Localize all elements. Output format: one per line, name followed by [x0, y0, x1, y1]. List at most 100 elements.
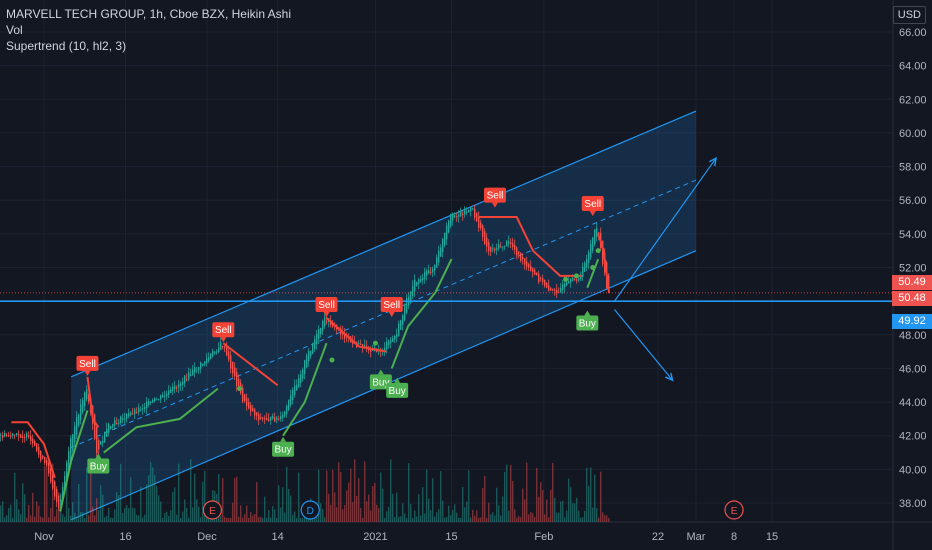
candle-body — [320, 327, 322, 334]
candle-body — [480, 222, 482, 229]
candle-body — [112, 424, 114, 428]
candle-body — [12, 433, 14, 436]
volume-bar — [540, 482, 542, 522]
volume-bar — [128, 508, 130, 522]
channel-fill[interactable] — [71, 111, 696, 520]
volume-indicator-label[interactable]: Vol — [6, 23, 23, 37]
candle-body — [96, 426, 98, 454]
volume-bar — [334, 492, 336, 522]
candle-body — [212, 350, 214, 357]
y-tick-label: 54.00 — [899, 229, 927, 241]
volume-bar — [146, 484, 148, 522]
x-tick-label: Nov — [34, 531, 54, 543]
volume-bar — [412, 517, 414, 522]
event-marker-circle[interactable] — [724, 500, 744, 520]
candle-body — [564, 283, 566, 288]
dividend-event-marker[interactable]: D — [300, 500, 320, 520]
channel-upper-line[interactable] — [70, 110, 697, 378]
projection-arrow[interactable] — [614, 158, 717, 302]
volume-bar — [54, 516, 56, 522]
candle-body — [202, 363, 204, 366]
candle-body — [442, 238, 444, 253]
supertrend-dot — [563, 276, 569, 282]
candle-body — [304, 360, 306, 375]
volume-bar — [236, 476, 238, 522]
candle-body — [22, 436, 24, 438]
volume-bar — [250, 511, 252, 522]
volume-bar — [138, 515, 140, 522]
candle-body — [436, 257, 438, 268]
volume-bar — [84, 517, 86, 522]
candle-body — [452, 213, 454, 221]
candle-body — [402, 315, 404, 326]
volume-bar — [552, 462, 554, 522]
supertrend-indicator-label[interactable]: Supertrend (10, hl2, 3) — [6, 39, 127, 53]
earnings-event-marker[interactable]: E — [724, 500, 744, 520]
candle-body — [598, 232, 600, 235]
candle-body — [128, 413, 130, 417]
volume-bar — [112, 517, 114, 522]
candle-body — [466, 211, 468, 213]
event-marker-circle[interactable] — [300, 500, 320, 520]
volume-bar — [392, 494, 394, 522]
volume-bar — [246, 505, 248, 522]
candle-body — [66, 463, 68, 485]
event-marker-label[interactable]: D — [307, 506, 314, 517]
candle-body — [256, 412, 258, 416]
candle-body — [384, 347, 386, 351]
candle-body — [388, 340, 390, 346]
x-tick-label: 22 — [652, 531, 664, 543]
candle-body — [488, 242, 490, 252]
volume-bar — [108, 507, 110, 522]
volume-bar — [204, 470, 206, 522]
candle-body — [42, 455, 44, 459]
candle-body — [214, 351, 216, 354]
volume-bar — [472, 509, 474, 522]
currency-button[interactable]: USD — [892, 6, 926, 24]
symbol-title[interactable]: MARVELL TECH GROUP, 1h, Cboe BZX, Heikin… — [6, 7, 292, 21]
volume-bar — [436, 512, 438, 522]
volume-bar — [408, 463, 410, 522]
y-tick-label: 46.00 — [899, 363, 927, 375]
earnings-event-marker[interactable]: E — [202, 500, 223, 520]
projection-arrow[interactable] — [614, 309, 673, 381]
volume-bar — [532, 513, 534, 522]
candle-body — [510, 242, 512, 245]
signal-label: Sell — [318, 300, 335, 311]
candle-body — [406, 298, 408, 313]
volume-bar — [554, 497, 556, 522]
event-marker-circle[interactable] — [202, 500, 223, 520]
volume-bar — [524, 499, 526, 522]
candle-body — [182, 381, 184, 385]
candle-body — [176, 387, 178, 389]
volume-bar — [420, 515, 422, 522]
candle-body — [108, 423, 110, 433]
candle-body — [424, 272, 426, 280]
volume-bar — [148, 475, 150, 522]
volume-bar — [406, 517, 408, 522]
volume-bar — [226, 517, 228, 522]
candle-body — [68, 451, 70, 474]
volume-bar — [10, 504, 12, 522]
volume-bar — [516, 517, 518, 522]
event-marker-label[interactable]: E — [209, 506, 216, 517]
supertrend-up-segment — [282, 342, 328, 437]
candle-body — [230, 355, 232, 369]
y-tick-label: 38.00 — [899, 498, 927, 510]
candle-body — [246, 397, 248, 406]
volume-bar — [330, 505, 332, 522]
volume-bar — [362, 517, 364, 522]
candle-body — [100, 441, 102, 445]
volume-bar — [92, 506, 94, 522]
volume-bar — [428, 498, 430, 522]
candle-body — [218, 347, 220, 352]
candle-body — [158, 399, 160, 401]
candle-body — [140, 409, 142, 411]
event-marker-label[interactable]: E — [731, 506, 738, 517]
candle-body — [562, 284, 564, 290]
volume-bar — [28, 505, 30, 522]
candle-body — [10, 435, 12, 437]
volume-bar — [442, 500, 444, 522]
candle-body — [76, 416, 78, 435]
